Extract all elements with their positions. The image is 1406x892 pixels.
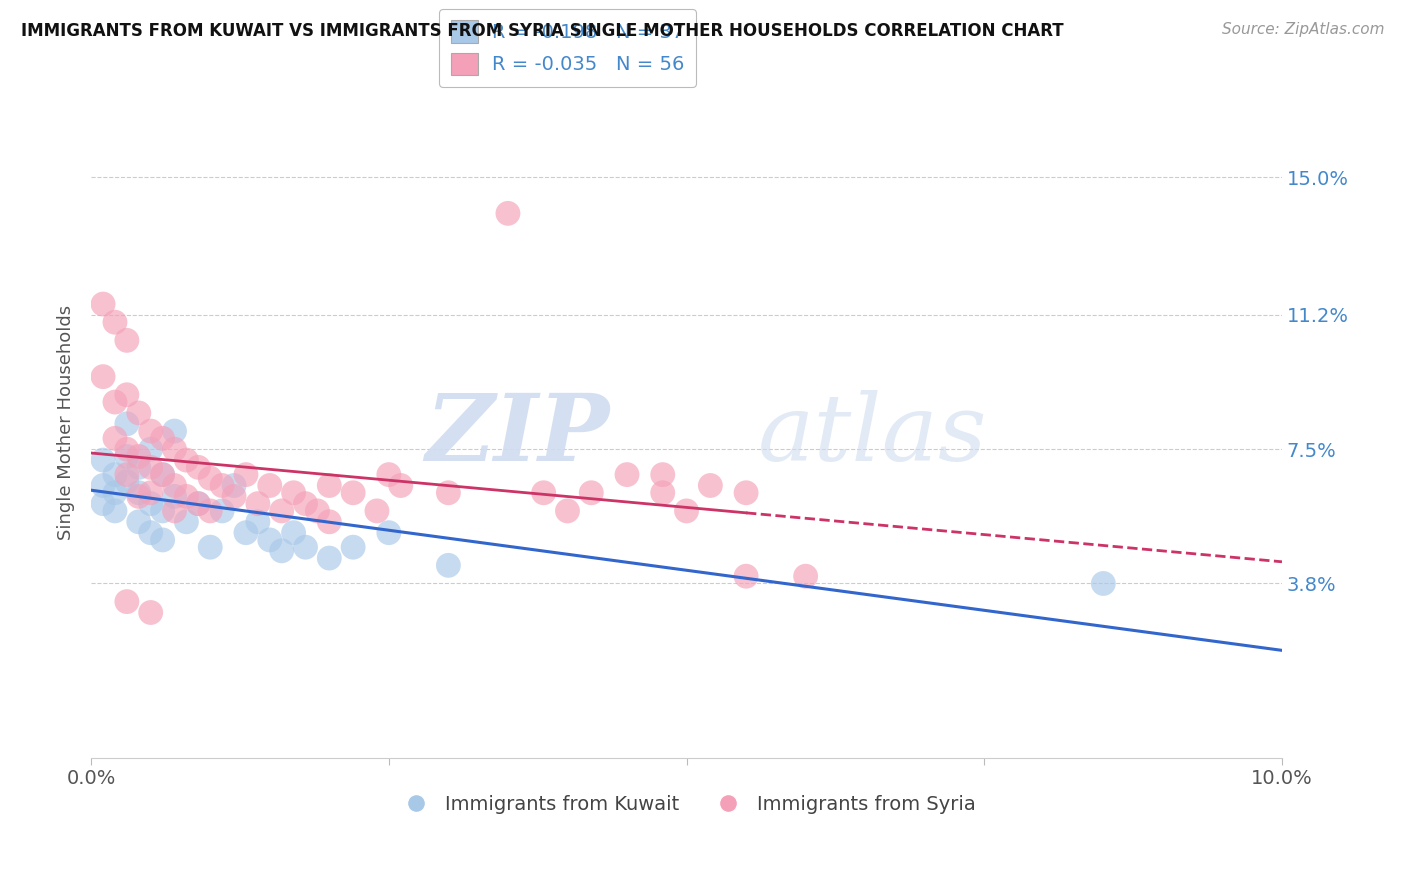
Point xyxy=(496,206,519,220)
Point xyxy=(187,497,209,511)
Point xyxy=(200,504,222,518)
Point xyxy=(259,533,281,547)
Point xyxy=(139,497,162,511)
Point xyxy=(163,424,186,438)
Point xyxy=(270,544,292,558)
Point xyxy=(342,540,364,554)
Point xyxy=(139,442,162,457)
Point xyxy=(270,504,292,518)
Point xyxy=(128,460,150,475)
Point xyxy=(581,485,603,500)
Point xyxy=(533,485,555,500)
Point xyxy=(128,489,150,503)
Point xyxy=(651,467,673,482)
Point xyxy=(366,504,388,518)
Point xyxy=(104,315,127,329)
Point xyxy=(139,424,162,438)
Point xyxy=(152,504,174,518)
Point xyxy=(651,485,673,500)
Point xyxy=(735,485,758,500)
Point xyxy=(163,442,186,457)
Point xyxy=(91,369,114,384)
Point xyxy=(200,540,222,554)
Point xyxy=(187,460,209,475)
Point xyxy=(342,485,364,500)
Point xyxy=(91,453,114,467)
Point xyxy=(735,569,758,583)
Point xyxy=(378,467,401,482)
Point xyxy=(187,497,209,511)
Point xyxy=(152,467,174,482)
Point xyxy=(318,515,340,529)
Point xyxy=(437,485,460,500)
Point xyxy=(104,485,127,500)
Point xyxy=(139,485,162,500)
Point xyxy=(283,525,305,540)
Point xyxy=(163,478,186,492)
Point xyxy=(794,569,817,583)
Point xyxy=(104,431,127,445)
Point xyxy=(115,467,138,482)
Point xyxy=(115,450,138,464)
Point xyxy=(128,406,150,420)
Point xyxy=(91,297,114,311)
Point xyxy=(389,478,412,492)
Text: ZIP: ZIP xyxy=(425,391,609,481)
Text: IMMIGRANTS FROM KUWAIT VS IMMIGRANTS FROM SYRIA SINGLE MOTHER HOUSEHOLDS CORRELA: IMMIGRANTS FROM KUWAIT VS IMMIGRANTS FRO… xyxy=(21,22,1064,40)
Point xyxy=(246,515,269,529)
Point xyxy=(222,478,245,492)
Point xyxy=(235,467,257,482)
Point xyxy=(104,467,127,482)
Point xyxy=(91,478,114,492)
Point xyxy=(104,395,127,409)
Point xyxy=(222,489,245,503)
Point xyxy=(246,497,269,511)
Point xyxy=(318,478,340,492)
Text: atlas: atlas xyxy=(758,391,987,481)
Point xyxy=(318,551,340,566)
Point xyxy=(437,558,460,573)
Point xyxy=(616,467,638,482)
Point xyxy=(176,515,198,529)
Point xyxy=(139,525,162,540)
Point xyxy=(115,475,138,489)
Point xyxy=(115,388,138,402)
Point xyxy=(91,497,114,511)
Point xyxy=(163,489,186,503)
Point xyxy=(128,450,150,464)
Point xyxy=(283,485,305,500)
Point xyxy=(200,471,222,485)
Point xyxy=(115,417,138,431)
Point xyxy=(378,525,401,540)
Point xyxy=(557,504,579,518)
Point xyxy=(1092,576,1115,591)
Point xyxy=(259,478,281,492)
Point xyxy=(128,515,150,529)
Point xyxy=(152,431,174,445)
Point xyxy=(176,489,198,503)
Point xyxy=(128,485,150,500)
Point xyxy=(152,533,174,547)
Point xyxy=(307,504,329,518)
Point xyxy=(235,525,257,540)
Point xyxy=(115,334,138,348)
Point xyxy=(104,504,127,518)
Point xyxy=(699,478,721,492)
Point xyxy=(163,504,186,518)
Point xyxy=(675,504,697,518)
Point xyxy=(139,606,162,620)
Point xyxy=(211,478,233,492)
Point xyxy=(115,442,138,457)
Point xyxy=(115,594,138,608)
Text: Source: ZipAtlas.com: Source: ZipAtlas.com xyxy=(1222,22,1385,37)
Legend: Immigrants from Kuwait, Immigrants from Syria: Immigrants from Kuwait, Immigrants from … xyxy=(389,788,984,822)
Point xyxy=(176,453,198,467)
Point xyxy=(152,467,174,482)
Point xyxy=(139,460,162,475)
Point xyxy=(294,497,316,511)
Point xyxy=(294,540,316,554)
Point xyxy=(211,504,233,518)
Y-axis label: Single Mother Households: Single Mother Households xyxy=(58,304,75,540)
